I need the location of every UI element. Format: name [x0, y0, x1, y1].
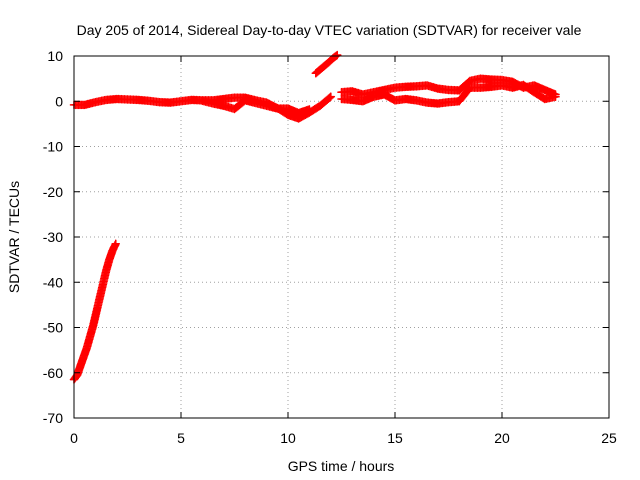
x-tick-label: 5: [177, 430, 185, 446]
y-tick-label: -20: [43, 184, 63, 200]
series-jump-segment: [311, 50, 342, 78]
y-tick-label: -60: [43, 365, 63, 381]
y-axis-label: SDTVAR / TECUs: [6, 181, 22, 293]
y-tick-label: 0: [55, 93, 63, 109]
x-axis-label: GPS time / hours: [288, 458, 395, 474]
data-series: [69, 50, 560, 384]
x-tick-label: 25: [601, 430, 617, 446]
data-point: [332, 50, 342, 60]
series-afternoon-lower: [337, 80, 560, 108]
y-tick-label: -10: [43, 139, 63, 155]
grid-lines: [74, 56, 609, 418]
x-tick-label: 15: [387, 430, 403, 446]
x-tick-label: 0: [70, 430, 78, 446]
x-tick-labels: 0 5 10 15 20 25: [70, 430, 617, 446]
series-near-zero-branch: [198, 96, 314, 118]
y-tick-label: -40: [43, 274, 63, 290]
data-point: [305, 105, 314, 114]
data-point: [326, 92, 336, 102]
y-tick-label: -70: [43, 410, 63, 426]
y-tick-label: 10: [47, 48, 63, 64]
y-tick-label: -30: [43, 229, 63, 245]
series-steep-rise: [69, 239, 121, 384]
plot-frame: [73, 55, 610, 419]
data-point: [111, 239, 121, 249]
y-tick-label: -50: [43, 320, 63, 336]
data-point: [325, 93, 334, 103]
x-tick-label: 20: [494, 430, 510, 446]
x-tick-label: 10: [280, 430, 296, 446]
chart-title: Day 205 of 2014, Sidereal Day-to-day VTE…: [77, 22, 582, 38]
y-tick-labels: 10 0 -10 -20 -30 -40 -50 -60 -70: [43, 48, 63, 426]
data-point: [551, 92, 560, 102]
